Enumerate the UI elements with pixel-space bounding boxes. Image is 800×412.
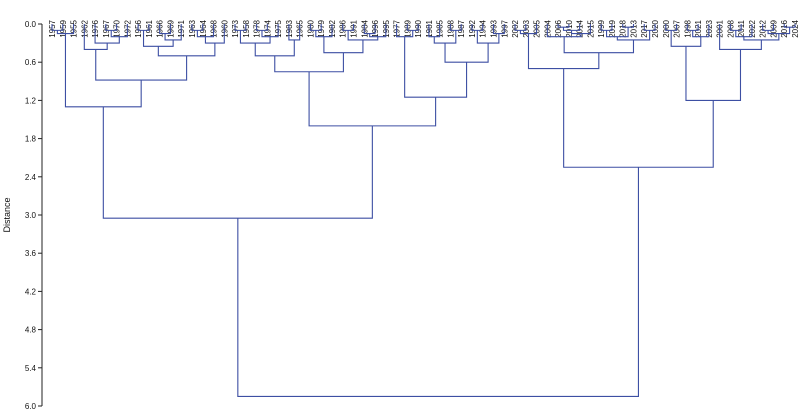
dendrogram-link [95, 49, 188, 81]
dendrogram-link [142, 30, 174, 47]
dendrogram-link [102, 106, 373, 219]
dendrogram-link [622, 24, 635, 28]
y-tick-label: 3.6 [25, 249, 37, 258]
dendrogram-link [670, 30, 702, 47]
dendrogram-link [557, 24, 570, 28]
dendrogram-link [735, 24, 753, 38]
y-tick-label: 0.6 [25, 58, 37, 67]
dendrogram-link [64, 33, 142, 108]
leaf-label: 2010 [565, 19, 574, 37]
dendrogram-link [546, 24, 582, 38]
dendrogram-link [404, 36, 468, 98]
dendrogram-link [563, 36, 635, 54]
dendrogram-link [369, 24, 387, 38]
leaf-label: 2024 [791, 19, 800, 37]
dendrogram-link [563, 68, 714, 168]
dendrogram-link [606, 27, 629, 38]
leaf-label: 2013 [629, 19, 638, 37]
dendrogram-link [692, 24, 710, 38]
dendrogram-link [396, 24, 414, 38]
y-tick-label: 4.2 [25, 287, 37, 296]
dendrogram-link [428, 24, 441, 38]
dendrogram-link [315, 24, 333, 38]
dendrogram-link [237, 167, 639, 397]
leaf-label: 2006 [554, 19, 563, 37]
y-tick-label: 6.0 [25, 402, 37, 411]
y-tick-label: 5.4 [25, 364, 37, 373]
dendrogram-link [308, 71, 437, 127]
y-axis-label: Distance [2, 197, 12, 232]
dendrogram-link [444, 43, 489, 63]
dendrogram-link [685, 46, 742, 101]
y-tick-label: 4.8 [25, 326, 37, 335]
y-tick-label: 0.0 [25, 20, 37, 29]
y-tick-label: 1.2 [25, 96, 37, 105]
y-tick-label: 2.4 [25, 173, 37, 182]
dendrogram-link [323, 36, 364, 54]
dendrogram-link [254, 39, 295, 57]
leaf-label: 2018 [619, 19, 628, 37]
y-tick-label: 1.8 [25, 135, 37, 144]
y-tick-label: 3.0 [25, 211, 37, 220]
dendrogram-link [157, 43, 216, 57]
leaf-label: 2016 [780, 19, 789, 37]
dendrogram-link [261, 24, 279, 38]
dendrogram-link [110, 24, 128, 38]
dendrogram-link [196, 24, 215, 38]
dendrogram-link [783, 24, 796, 28]
